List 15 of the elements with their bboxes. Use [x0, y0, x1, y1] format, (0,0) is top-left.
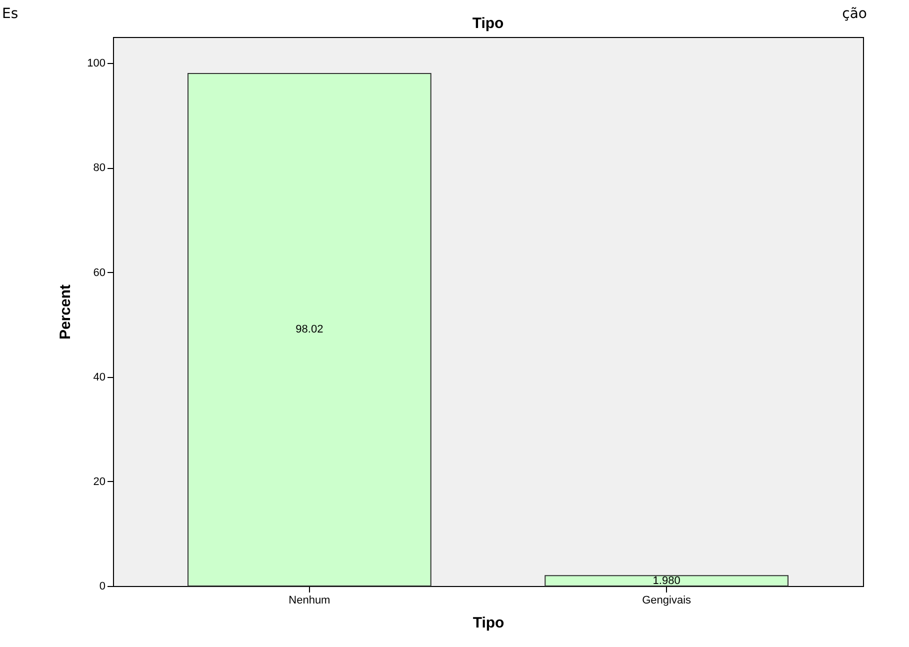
- text: ção: [842, 6, 867, 22]
- x-tick-label: Gengivais: [642, 594, 692, 606]
- y-tick-label: 20: [93, 476, 106, 488]
- y-tick-label: 60: [93, 266, 106, 279]
- data-label: 1.980: [652, 574, 680, 587]
- y-tick-label: 40: [93, 371, 106, 384]
- y-tick-label: 80: [93, 162, 106, 174]
- y-axis-title: Percent: [57, 284, 74, 340]
- x-tick-label: Nenhum: [288, 594, 330, 606]
- chart-title: Tipo: [472, 15, 504, 32]
- y-tick-label: 100: [87, 58, 106, 70]
- x-axis-title: Tipo: [472, 614, 504, 632]
- data-label: 98.02: [296, 324, 324, 336]
- text: Es: [2, 6, 18, 22]
- y-tick-label: 0: [99, 580, 106, 592]
